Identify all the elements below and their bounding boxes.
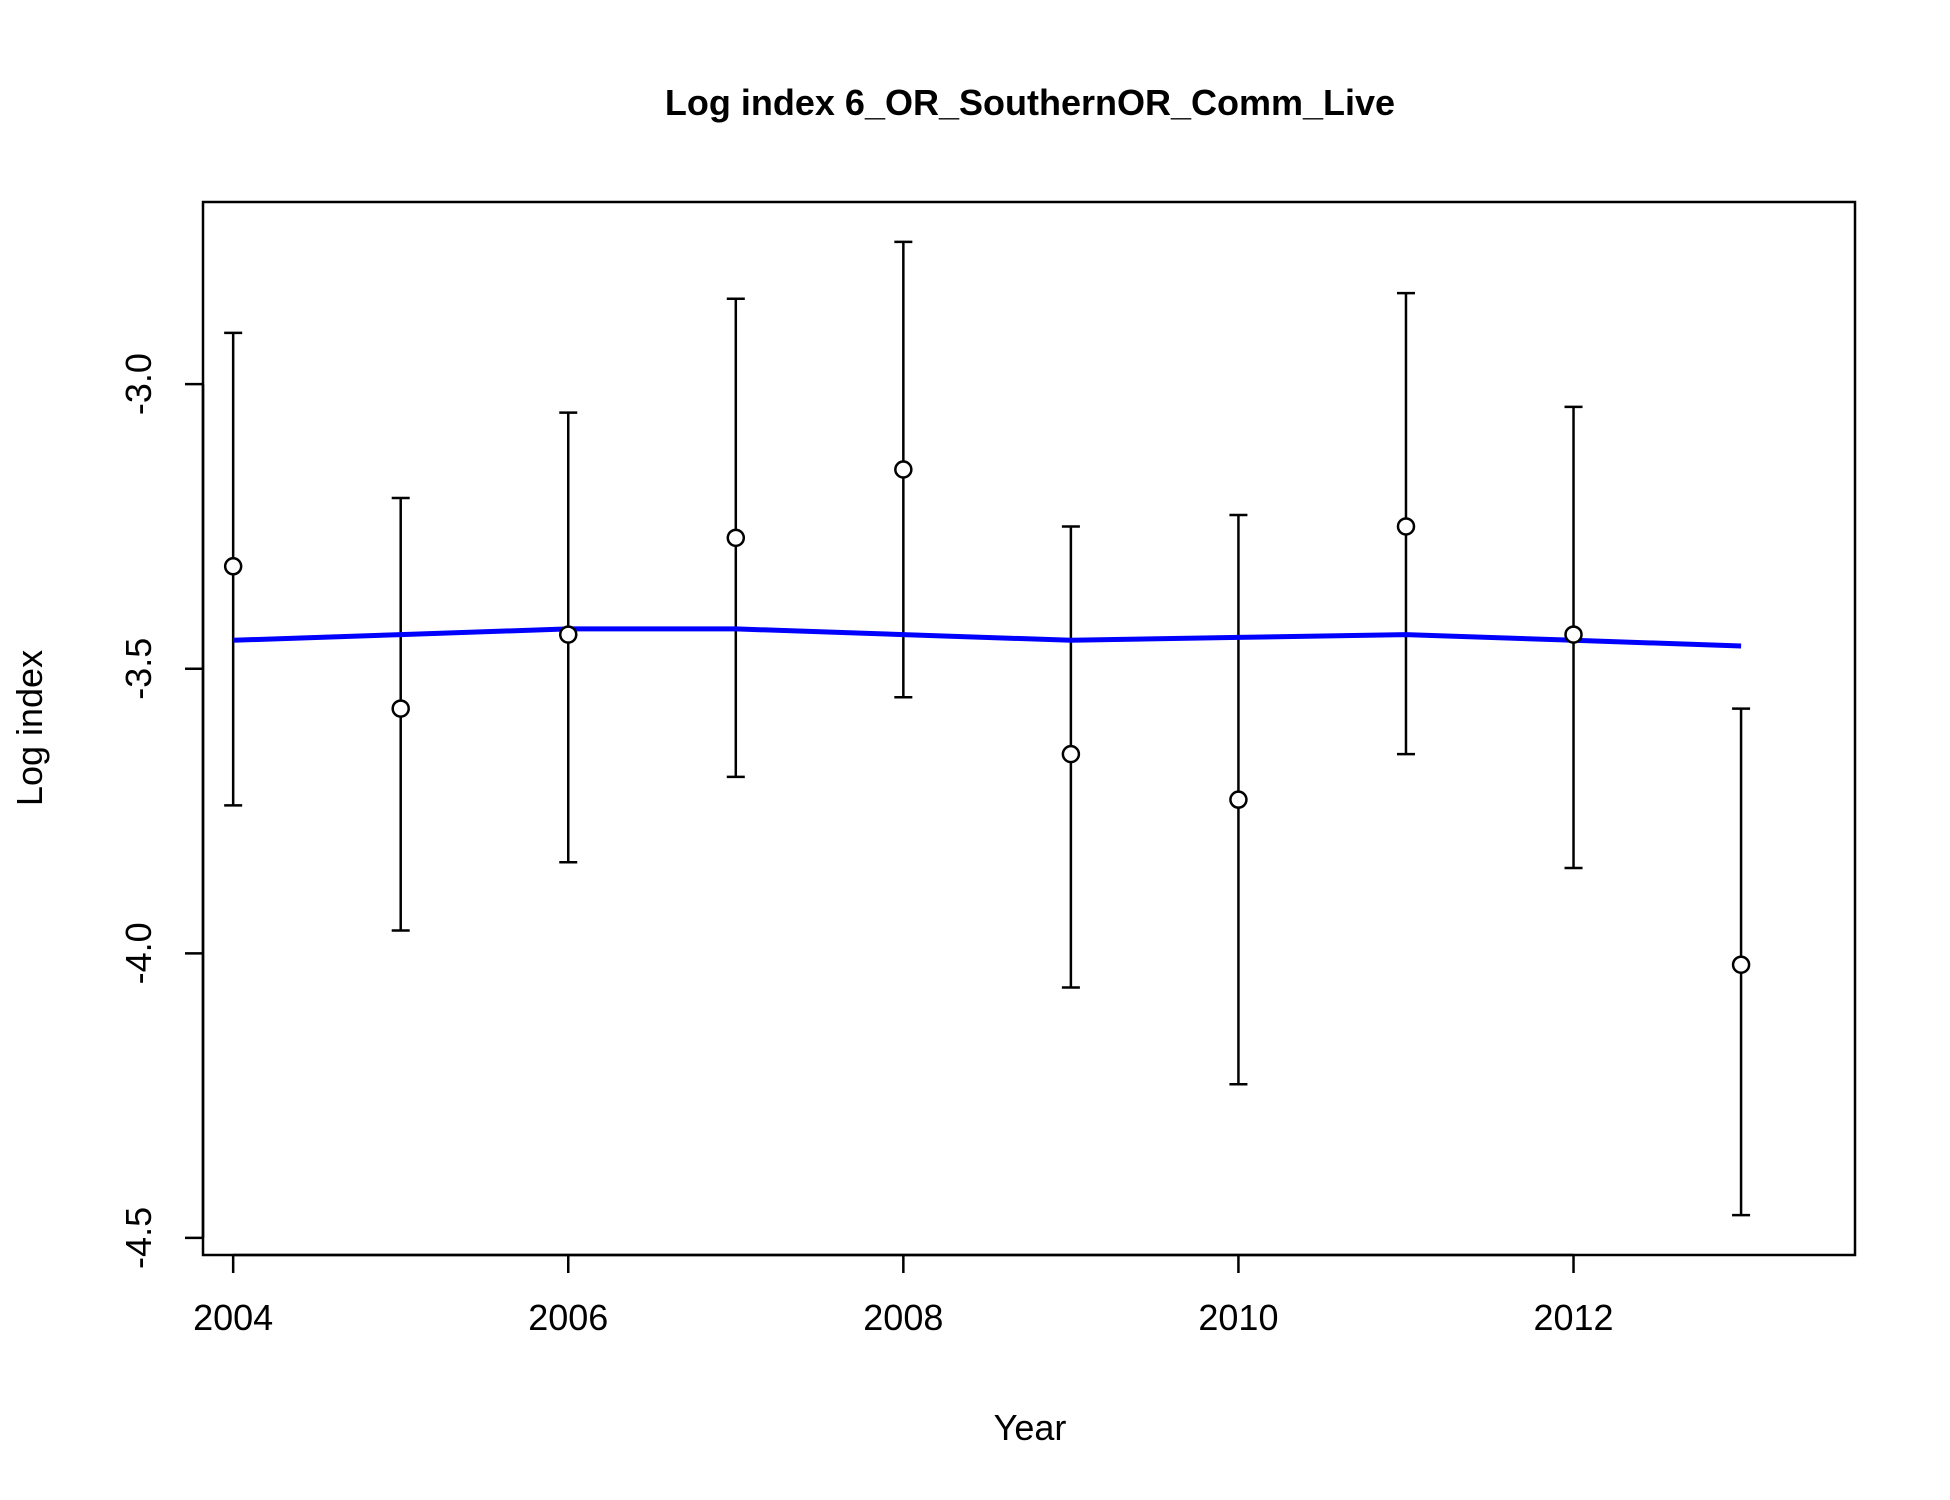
y-tick-label: -3.0 [118,353,159,415]
y-axis-label: Log index [9,650,50,806]
y-axis: -3.0 -3.5 -4.0 -4.5 [118,353,205,1269]
y-tick-label: -4.5 [118,1207,159,1269]
observed-point [1229,790,1248,809]
x-axis-label: Year [994,1407,1067,1448]
observed-point [1061,744,1081,764]
x-axis: 2004 2006 2008 2010 2012 [193,1253,1614,1338]
x-tick-label: 2008 [863,1297,943,1338]
observed-points [223,460,1751,974]
observed-point [1396,517,1416,536]
x-tick-label: 2006 [528,1297,608,1338]
y-tick-label: -3.5 [118,638,159,700]
observed-point [1564,625,1583,644]
y-tick-label: -4.0 [118,922,159,984]
expected-line [233,626,1742,649]
observed-point [726,528,746,548]
plot-frame [201,200,1857,1257]
chart-title: Log index 6_OR_SouthernOR_Comm_Live [665,82,1395,123]
observed-point [223,557,243,576]
x-tick-label: 2010 [1198,1297,1278,1338]
x-tick-label: 2012 [1533,1297,1613,1338]
x-tick-label: 2004 [193,1297,273,1338]
error-bars [224,240,1751,1217]
observed-point [1731,955,1751,974]
observed-point [391,699,410,718]
observed-point [894,460,913,479]
observed-point [558,625,578,644]
